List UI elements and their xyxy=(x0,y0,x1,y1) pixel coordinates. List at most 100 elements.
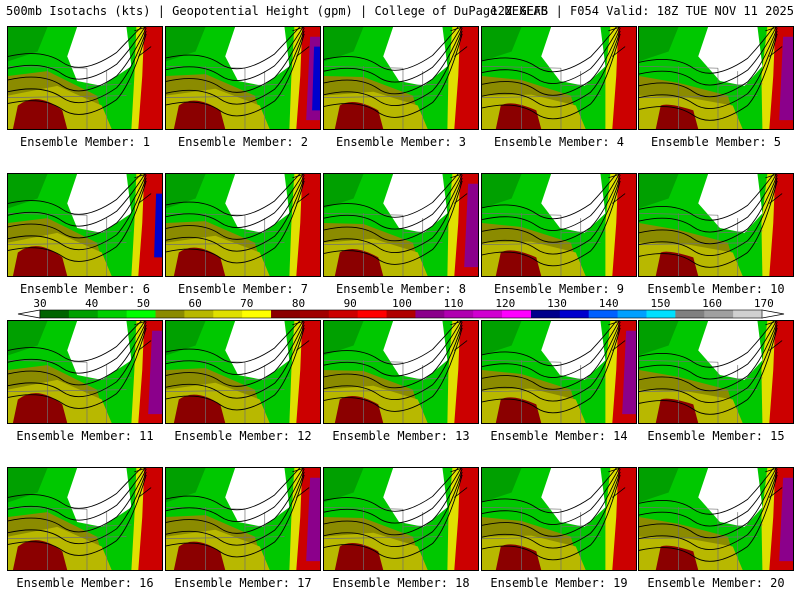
member-caption: Ensemble Member: 3 xyxy=(335,135,467,149)
isotach-map xyxy=(482,174,636,276)
isotach-map xyxy=(166,321,320,423)
member-caption: Ensemble Member: 7 xyxy=(177,282,309,296)
member-caption: Ensemble Member: 9 xyxy=(493,282,625,296)
colorbar-segment xyxy=(97,310,128,318)
member-map-panel xyxy=(165,173,321,277)
colorbar-tick-label: 50 xyxy=(136,297,151,310)
colorbar-segment xyxy=(40,310,70,318)
member-caption: Ensemble Member: 14 xyxy=(490,429,628,443)
member-map-panel xyxy=(638,467,794,571)
member-map-panel xyxy=(323,320,479,424)
colorbar-tick-label: 170 xyxy=(753,297,774,310)
colorbar-segment xyxy=(386,310,416,318)
member-caption: Ensemble Member: 5 xyxy=(650,135,782,149)
isotach-map xyxy=(8,174,162,276)
member-map-panel xyxy=(323,26,479,130)
member-caption: Ensemble Member: 16 xyxy=(16,576,154,590)
isotach-map xyxy=(8,321,162,423)
member-caption: Ensemble Member: 20 xyxy=(647,576,785,590)
colorbar-segment xyxy=(271,310,301,318)
colorbar-tick-label: 30 xyxy=(33,297,47,310)
colorbar-tick-label: 70 xyxy=(240,297,254,310)
isotach-map xyxy=(324,27,478,129)
colorbar-segment xyxy=(155,310,185,318)
colorbar-tick-label: 140 xyxy=(598,297,619,310)
member-caption: Ensemble Member: 8 xyxy=(335,282,467,296)
member-map-panel xyxy=(638,173,794,277)
isotach-map xyxy=(8,27,162,129)
colorbar-segment xyxy=(502,310,532,318)
isotach-map xyxy=(482,321,636,423)
isotach-map xyxy=(639,321,793,423)
colorbar-segment xyxy=(126,310,157,318)
member-caption: Ensemble Member: 1 xyxy=(19,135,151,149)
chart-title: 500mb Isotachs (kts) | Geopotential Heig… xyxy=(6,4,548,18)
colorbar-segment xyxy=(328,310,359,318)
isotach-map xyxy=(166,174,320,276)
member-caption: Ensemble Member: 18 xyxy=(332,576,470,590)
run-valid-time: 12Z GEFS | F054 Valid: 18Z TUE NOV 11 20… xyxy=(490,4,794,18)
colorbar-segment xyxy=(415,310,445,318)
isotach-map xyxy=(8,468,162,570)
colorbar-tick-label: 150 xyxy=(650,297,671,310)
colorbar-segment xyxy=(184,310,214,318)
member-caption: Ensemble Member: 13 xyxy=(332,429,470,443)
colorbar-tick-label: 60 xyxy=(188,297,202,310)
isotach-map xyxy=(639,174,793,276)
member-map-panel xyxy=(481,320,637,424)
member-map-panel xyxy=(323,467,479,571)
isotach-map xyxy=(639,27,793,129)
colorbar-tick-label: 40 xyxy=(85,297,99,310)
member-map-panel xyxy=(7,173,163,277)
member-map-panel xyxy=(7,26,163,130)
member-caption: Ensemble Member: 15 xyxy=(647,429,785,443)
colorbar-tick-label: 80 xyxy=(291,297,306,310)
isotach-map xyxy=(639,468,793,570)
colorbar-segment xyxy=(559,310,590,318)
colorbar-segment xyxy=(299,310,330,318)
colorbar-segment xyxy=(617,310,647,318)
colorbar-tick-label: 110 xyxy=(443,297,464,310)
member-map-panel xyxy=(7,467,163,571)
colorbar-tick-label: 90 xyxy=(343,297,357,310)
member-map-panel xyxy=(638,320,794,424)
colorbar-segment xyxy=(733,310,763,318)
colorbar-segment xyxy=(530,310,561,318)
member-caption: Ensemble Member: 6 xyxy=(19,282,151,296)
member-caption: Ensemble Member: 10 xyxy=(647,282,785,296)
member-map-panel xyxy=(638,26,794,130)
colorbar-segment xyxy=(646,310,676,318)
isotach-map xyxy=(166,468,320,570)
colorbar-segment xyxy=(444,310,474,318)
colorbar-segment xyxy=(242,310,272,318)
colorbar-segment xyxy=(473,310,503,318)
colorbar-segment xyxy=(588,310,619,318)
member-map-panel xyxy=(323,173,479,277)
member-map-panel xyxy=(7,320,163,424)
colorbar-tick-label: 160 xyxy=(702,297,723,310)
member-caption: Ensemble Member: 4 xyxy=(493,135,625,149)
colorbar-tick-label: 120 xyxy=(495,297,516,310)
member-map-panel xyxy=(481,467,637,571)
colorbar-segment xyxy=(213,310,243,318)
colorbar-tick-label: 100 xyxy=(391,297,412,310)
member-map-panel xyxy=(481,173,637,277)
isotach-map xyxy=(166,27,320,129)
member-caption: Ensemble Member: 12 xyxy=(174,429,312,443)
member-map-panel xyxy=(165,467,321,571)
member-caption: Ensemble Member: 19 xyxy=(490,576,628,590)
colorbar-segment xyxy=(68,310,99,318)
isotach-map xyxy=(482,468,636,570)
isotach-colorbar xyxy=(17,309,785,319)
member-caption: Ensemble Member: 11 xyxy=(16,429,154,443)
isotach-map xyxy=(324,468,478,570)
member-map-panel xyxy=(165,26,321,130)
colorbar-segment xyxy=(357,310,388,318)
isotach-map xyxy=(324,174,478,276)
member-caption: Ensemble Member: 17 xyxy=(174,576,312,590)
isotach-map xyxy=(482,27,636,129)
member-caption: Ensemble Member: 2 xyxy=(177,135,309,149)
member-map-panel xyxy=(481,26,637,130)
member-map-panel xyxy=(165,320,321,424)
